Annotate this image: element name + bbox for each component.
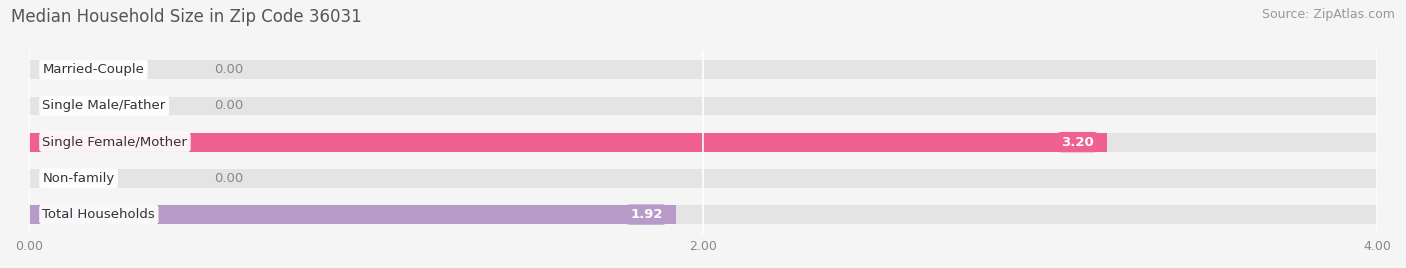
Text: 0.00: 0.00 — [214, 63, 243, 76]
Text: Single Female/Mother: Single Female/Mother — [42, 136, 187, 149]
Text: Non-family: Non-family — [42, 172, 115, 185]
Text: Total Households: Total Households — [42, 208, 155, 221]
Text: 0.00: 0.00 — [214, 172, 243, 185]
Text: Married-Couple: Married-Couple — [42, 63, 145, 76]
Bar — [30, 96, 1376, 115]
Bar — [30, 60, 1376, 79]
Bar — [30, 205, 1376, 224]
Text: 3.20: 3.20 — [1062, 136, 1094, 149]
Bar — [30, 169, 1376, 188]
Bar — [30, 133, 1108, 151]
Text: Median Household Size in Zip Code 36031: Median Household Size in Zip Code 36031 — [11, 8, 361, 26]
Text: Source: ZipAtlas.com: Source: ZipAtlas.com — [1261, 8, 1395, 21]
Bar — [30, 205, 676, 224]
Text: 0.00: 0.00 — [214, 99, 243, 113]
Text: Single Male/Father: Single Male/Father — [42, 99, 166, 113]
Bar — [30, 133, 1376, 151]
Text: 1.92: 1.92 — [630, 208, 662, 221]
